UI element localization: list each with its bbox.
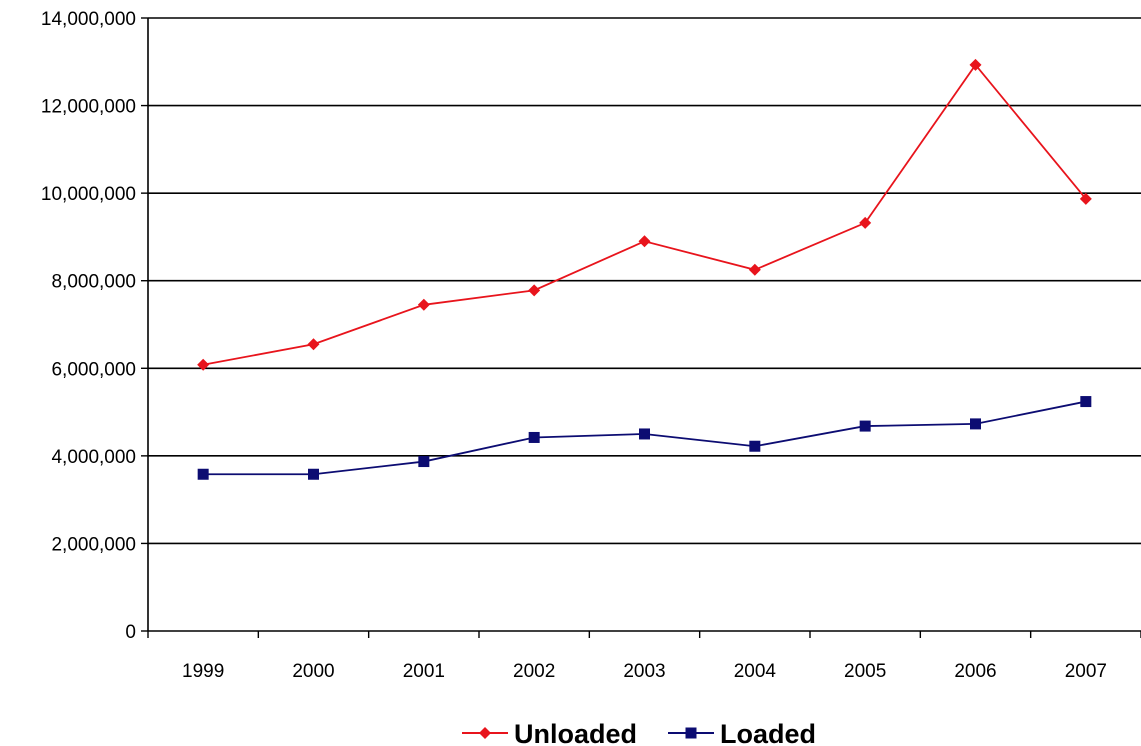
data-point-unloaded bbox=[307, 338, 320, 351]
legend-item-unloaded: Unloaded bbox=[462, 719, 637, 746]
legend-label: Loaded bbox=[720, 719, 816, 746]
data-point-unloaded bbox=[638, 235, 651, 248]
data-point-loaded bbox=[308, 468, 319, 480]
data-point-loaded bbox=[970, 418, 981, 430]
data-point-unloaded bbox=[969, 58, 982, 71]
data-point-unloaded bbox=[528, 284, 541, 297]
gridlines bbox=[148, 17, 1141, 545]
y-tick-label: 8,000,000 bbox=[51, 272, 136, 293]
y-tick-label: 14,000,000 bbox=[41, 9, 136, 30]
data-point-loaded bbox=[528, 431, 540, 443]
legend-item-loaded: Loaded bbox=[668, 719, 816, 746]
series-loaded bbox=[197, 396, 1092, 480]
axes bbox=[141, 17, 1141, 638]
data-point-loaded bbox=[1080, 396, 1092, 408]
y-tick-label: 2,000,000 bbox=[51, 534, 136, 555]
y-tick-label: 4,000,000 bbox=[51, 447, 136, 468]
data-point-unloaded bbox=[859, 216, 872, 229]
x-tick-label: 2001 bbox=[403, 661, 445, 682]
data-point-loaded bbox=[197, 468, 209, 480]
data-point-loaded bbox=[749, 440, 761, 452]
y-tick-label: 0 bbox=[125, 622, 136, 643]
legend-swatch-marker bbox=[685, 727, 697, 739]
y-tick-label: 10,000,000 bbox=[41, 184, 136, 205]
series-line-unloaded bbox=[203, 63, 1087, 366]
x-tick-label: 2004 bbox=[734, 661, 777, 682]
x-tick-label: 2005 bbox=[844, 661, 886, 682]
legend: Unloaded Loaded bbox=[462, 719, 816, 746]
data-point-unloaded bbox=[1079, 192, 1092, 205]
x-axis-tick-labels: 1999 2000 2001 2002 2003 2004 2005 2006 2007 bbox=[182, 661, 1107, 682]
series-unloaded bbox=[197, 58, 1092, 371]
legend-label: Unloaded bbox=[514, 719, 637, 746]
y-axis-tick-labels: 0 2,000,000 4,000,000 6,000,000 8,000,000 10,… bbox=[41, 9, 136, 643]
data-point-loaded bbox=[639, 428, 650, 440]
series bbox=[197, 58, 1092, 480]
data-point-unloaded bbox=[197, 358, 210, 371]
y-tick-label: 12,000,000 bbox=[41, 97, 136, 118]
data-point-loaded bbox=[859, 420, 871, 432]
x-tick-label: 2000 bbox=[292, 661, 334, 682]
x-tick-label: 2006 bbox=[954, 661, 996, 682]
x-tick-label: 1999 bbox=[182, 661, 224, 682]
y-tick-label: 6,000,000 bbox=[51, 359, 136, 380]
data-point-loaded bbox=[418, 456, 430, 468]
data-point-unloaded bbox=[748, 263, 761, 276]
legend-swatch-marker bbox=[479, 727, 491, 739]
x-tick-label: 2003 bbox=[623, 661, 665, 682]
data-point-unloaded bbox=[417, 298, 430, 311]
x-tick-label: 2007 bbox=[1065, 661, 1107, 682]
x-tick-label: 2002 bbox=[513, 661, 555, 682]
